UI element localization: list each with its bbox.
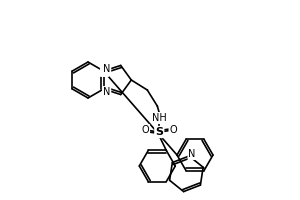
Text: N: N (103, 64, 110, 74)
Text: NH: NH (152, 113, 167, 123)
Text: N: N (103, 87, 110, 97)
Text: S: S (155, 127, 163, 137)
Text: O: O (169, 125, 177, 135)
Text: N: N (188, 149, 196, 159)
Text: O: O (142, 125, 149, 135)
Text: N: N (101, 66, 108, 76)
